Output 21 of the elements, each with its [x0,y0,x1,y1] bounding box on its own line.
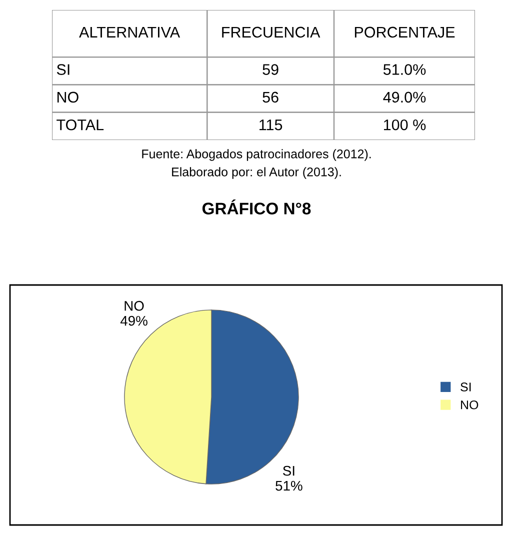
text: 59 [262,64,278,75]
data-label: 49% [120,316,148,326]
text: PORCENTAJE [354,26,455,38]
text: 56 [262,92,278,103]
text: Elaborado por: el Autor (2013). [172,167,341,179]
legend-label: SI [460,382,471,392]
text: 115 [260,120,282,130]
text: TOTAL [56,119,104,130]
slice-label: SI [283,466,294,476]
text: ALTERNATIVA [79,26,180,38]
source-note: Fuente: Abogados patrocinadores (2012). [142,149,371,161]
text: 51.0% [383,64,426,75]
legend-label: NO [461,400,478,410]
chart-title: GRÁFICO N°8 [202,200,311,214]
text: 49.0% [383,92,426,103]
text: NO [57,92,78,103]
text: 100 % [384,119,426,130]
slice-label: NO [124,300,144,311]
data-label: 51% [276,480,302,491]
text: SI [56,64,70,75]
text: FRECUENCIA [222,26,320,38]
